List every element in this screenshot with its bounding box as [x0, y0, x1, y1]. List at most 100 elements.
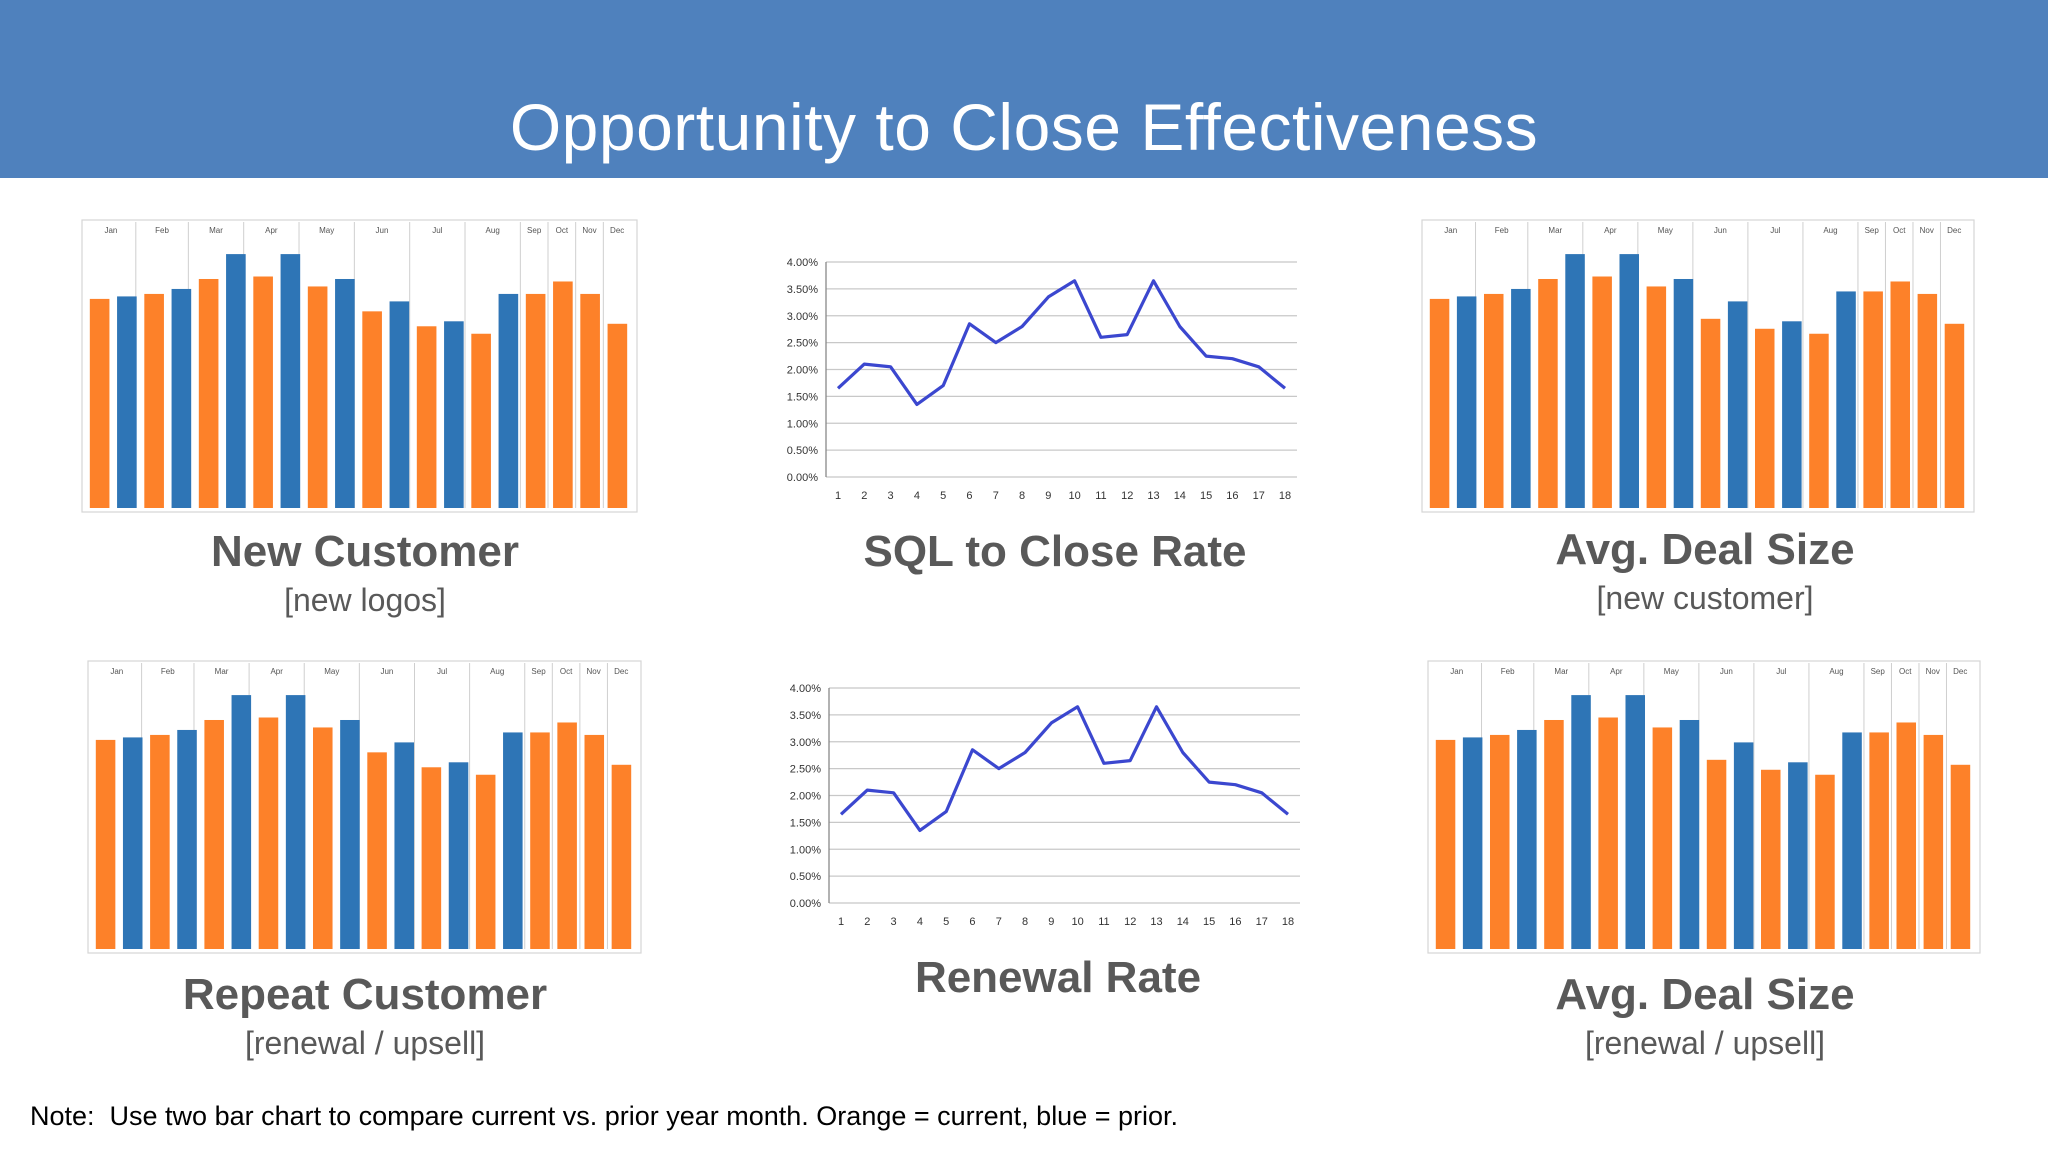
prior-year-bar	[280, 254, 301, 508]
y-tick-label: 1.50%	[787, 391, 818, 403]
month-tick-label: Jan	[1444, 226, 1457, 235]
prior-year-bar	[1517, 729, 1537, 949]
month-tick-label: Feb	[1501, 667, 1515, 676]
month-tick-label: Apr	[270, 667, 283, 676]
x-tick-label: 12	[1121, 490, 1133, 502]
month-tick-label: Mar	[1554, 667, 1568, 676]
current-year-bar	[1538, 278, 1558, 508]
month-tick-label: May	[1658, 226, 1673, 235]
current-year-bar	[313, 727, 333, 949]
x-tick-label: 18	[1282, 916, 1294, 928]
x-tick-label: 15	[1200, 490, 1212, 502]
x-tick-label: 3	[888, 490, 894, 502]
x-tick-label: 8	[1019, 490, 1025, 502]
new-customer-subcaption: [new logos]	[284, 582, 446, 618]
current-year-bar	[584, 734, 605, 949]
x-tick-label: 13	[1150, 916, 1162, 928]
prior-year-bar	[498, 293, 519, 508]
renewal-rate-caption: Renewal Rate	[914, 953, 1202, 1002]
month-tick-label: Aug	[1829, 667, 1843, 676]
prior-year-bar	[1788, 762, 1808, 949]
new-customer-bar-chart: Jan Feb Mar Apr May Jun Jul Aug Sep Oct Nov Dec	[81, 219, 638, 513]
y-tick-label: 3.50%	[790, 710, 821, 722]
month-tick-label: Nov	[1920, 226, 1934, 235]
prior-year-bar	[117, 296, 137, 508]
y-tick-label: 4.00%	[790, 683, 821, 695]
y-tick-label: 2.50%	[790, 764, 821, 776]
x-tick-label: 10	[1069, 490, 1081, 502]
current-year-bar	[204, 719, 224, 949]
month-tick-label: Jun	[1714, 226, 1727, 235]
month-tick-label: Jul	[1776, 667, 1786, 676]
current-year-bar	[1815, 774, 1835, 949]
month-tick-label: Nov	[582, 226, 596, 235]
x-tick-label: 14	[1177, 916, 1189, 928]
repeat-customer-bar-chart: Jan Feb Mar Apr May Jun Jul Aug Sep Oct Nov Dec	[87, 660, 642, 954]
x-tick-label: 12	[1124, 916, 1136, 928]
current-year-bar	[1923, 734, 1944, 949]
sql-to-close-rate-line-chart: 0.00% 0.50% 1.00% 1.50% 2.00% 2.50% 3.00% 3.50%…	[787, 256, 1301, 502]
prior-year-bar	[394, 742, 414, 949]
month-tick-label: Dec	[610, 226, 624, 235]
x-tick-label: 11	[1098, 916, 1109, 928]
month-tick-label: Mar	[209, 226, 223, 235]
current-year-bar	[307, 286, 328, 508]
current-year-bar	[1700, 318, 1721, 508]
month-tick-label: Nov	[587, 667, 601, 676]
y-tick-label: 0.00%	[790, 898, 821, 910]
month-tick-label: Oct	[556, 226, 569, 235]
x-tick-label: 1	[838, 916, 844, 928]
current-year-bar	[1896, 722, 1917, 949]
x-tick-label: 9	[1048, 916, 1054, 928]
current-year-bar	[1429, 298, 1450, 508]
month-tick-label: Jul	[432, 226, 442, 235]
y-tick-label: 3.50%	[787, 284, 818, 296]
month-tick-label: Oct	[1899, 667, 1912, 676]
month-tick-label: Oct	[1893, 226, 1906, 235]
repeat-customer-caption: Repeat Customer	[182, 970, 548, 1019]
month-tick-label: Dec	[614, 667, 628, 676]
prior-year-bar	[1679, 719, 1700, 949]
rate-line	[839, 705, 1290, 832]
current-year-bar	[1592, 276, 1612, 508]
current-year-bar	[95, 739, 116, 949]
current-year-bar	[557, 722, 577, 949]
prior-year-bar	[122, 737, 143, 949]
x-tick-label: 7	[996, 916, 1002, 928]
prior-year-bar	[1842, 732, 1862, 949]
month-tick-label: Jan	[104, 226, 117, 235]
prior-year-bar	[177, 729, 197, 949]
x-tick-label: 18	[1279, 490, 1291, 502]
y-tick-label: 3.00%	[790, 737, 821, 749]
x-tick-label: 17	[1253, 490, 1265, 502]
avg-deal-size-new-bar-chart: Jan Feb Mar Apr May Jun Jul Aug Sep Oct Nov Dec	[1421, 219, 1975, 513]
month-tick-label: Jan	[1450, 667, 1463, 676]
month-tick-label: Jun	[376, 226, 389, 235]
rate-line	[836, 279, 1287, 406]
month-tick-label: Sep	[527, 226, 542, 235]
x-tick-label: 5	[943, 916, 949, 928]
month-tick-label: Nov	[1926, 667, 1940, 676]
current-year-bar	[475, 774, 496, 949]
month-tick-label: Sep	[1871, 667, 1886, 676]
sql-to-close-rate-caption: SQL to Close Rate	[863, 527, 1247, 576]
current-year-bar	[1863, 291, 1883, 508]
x-tick-label: 2	[864, 916, 870, 928]
month-tick-label: Aug	[1823, 226, 1837, 235]
month-tick-label: Aug	[490, 667, 504, 676]
month-tick-label: Jun	[1720, 667, 1733, 676]
current-year-bar	[1809, 333, 1829, 508]
y-tick-label: 2.50%	[787, 338, 818, 350]
prior-year-bar	[1619, 254, 1640, 508]
current-year-bar	[1652, 727, 1673, 949]
y-tick-label: 0.50%	[790, 871, 821, 883]
prior-year-bar	[1782, 321, 1802, 508]
current-year-bar	[362, 311, 382, 508]
prior-year-bar	[1571, 695, 1591, 949]
month-tick-label: Mar	[1548, 226, 1562, 235]
prior-year-bar	[1565, 254, 1585, 508]
x-tick-label: 11	[1095, 490, 1106, 502]
prior-year-bar	[340, 719, 360, 949]
repeat-customer-subcaption: [renewal / upsell]	[244, 1025, 486, 1061]
month-tick-label: Apr	[1604, 226, 1617, 235]
